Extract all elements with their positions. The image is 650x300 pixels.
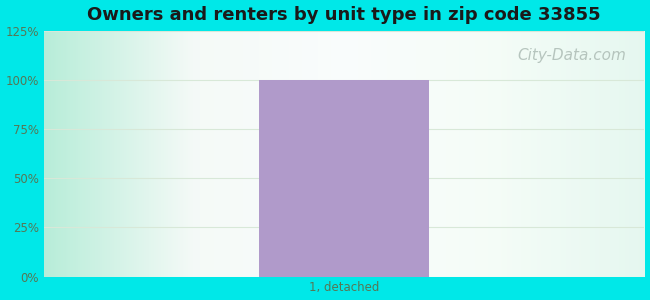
Bar [259, 80, 429, 277]
Text: City-Data.com: City-Data.com [517, 48, 627, 63]
Title: Owners and renters by unit type in zip code 33855: Owners and renters by unit type in zip c… [87, 6, 601, 24]
